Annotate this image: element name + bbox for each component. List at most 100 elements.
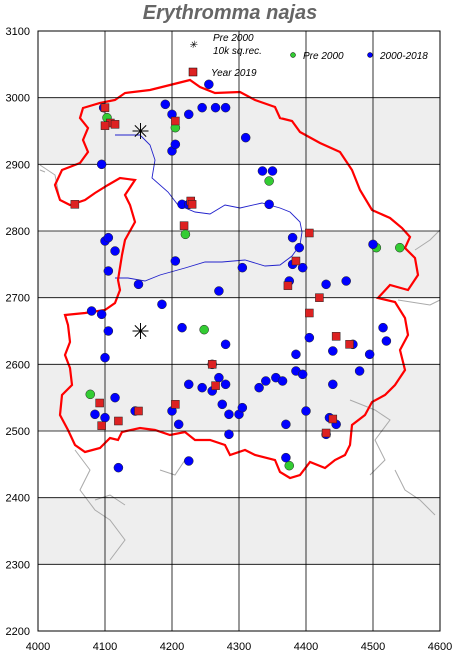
record-2000-2018-33	[341, 276, 351, 286]
record-2000-2018-67	[277, 376, 288, 386]
record-2000-2018-19	[110, 246, 120, 256]
record-2019-24	[321, 428, 331, 438]
record-2019-20	[114, 416, 123, 426]
record-2000-2018-38	[177, 322, 187, 333]
record-2000-2018-22	[287, 232, 298, 243]
record-2000-2018-50	[110, 392, 120, 403]
legend-marker-blue	[367, 52, 373, 58]
legend-marker-red	[188, 67, 198, 77]
record-2000-2018-31	[214, 286, 224, 296]
record-2000-2018-7	[96, 159, 107, 170]
map-frame	[37, 30, 441, 632]
record-2000-2018-6	[204, 79, 214, 90]
record-2000-2018-23	[294, 242, 305, 253]
record-2000-2018-30	[157, 299, 167, 310]
record-2019-22	[171, 400, 180, 409]
record-2000-2018-59	[220, 379, 231, 390]
record-2019-9	[305, 228, 314, 238]
x-tick-label: 4000	[26, 641, 50, 653]
record-2000-2018-61	[224, 409, 234, 420]
legend-label-pre2000-10k-line2: 10k sq.rec.	[213, 46, 262, 57]
record-2000-2018-32	[321, 279, 331, 290]
map-title: Erythromma najas	[142, 2, 318, 24]
record-2019-13	[305, 308, 314, 318]
record-2000-2018-1	[160, 99, 171, 110]
record-2000-2018-42	[304, 332, 315, 343]
record-2000-2018-9	[170, 139, 181, 150]
record-2000-2018-13	[267, 166, 278, 176]
record-2019-5	[70, 200, 80, 209]
record-2000-2018-39	[220, 339, 231, 350]
record-2000-2018-10	[184, 109, 194, 120]
record-2000-2018-16	[264, 199, 274, 210]
record-2019-2	[100, 121, 110, 130]
record-2000-2018-18	[103, 232, 114, 243]
legend-pre2000-10k: ✳ Pre 2000 10k sq.rec.	[189, 33, 262, 57]
record-2019-23	[328, 414, 338, 424]
legend-marker-star: ✳	[189, 40, 198, 51]
legend-label-pre2000-10k-line1: Pre 2000	[213, 33, 254, 44]
record-2019-4	[171, 116, 180, 126]
record-2000-2018-49	[100, 412, 110, 423]
x-tick-label: 4200	[160, 641, 184, 653]
record-2019-16	[207, 360, 217, 369]
region-border	[53, 78, 420, 480]
record-2000-2018-48	[90, 409, 100, 420]
record-2019-8	[179, 221, 189, 230]
y-tick-label: 2600	[6, 359, 30, 371]
legend-label-2000-2018: 2000-2018	[379, 51, 428, 62]
record-pre2000-10k-0	[132, 123, 149, 139]
record-2019-12	[315, 293, 324, 302]
record-pre2000-4	[199, 324, 209, 335]
record-2000-2018-11	[240, 132, 251, 143]
record-pre2000-6	[284, 460, 294, 471]
record-2000-2018-79	[224, 429, 234, 440]
y-tick-label: 2300	[6, 559, 30, 571]
record-points	[70, 79, 405, 473]
legend-marker-green	[290, 52, 296, 58]
record-2019-3	[110, 120, 120, 129]
river-upper	[115, 134, 303, 282]
record-2000-2018-69	[297, 369, 308, 380]
record-2019-17	[211, 381, 220, 390]
legend: ✳ Pre 2000 10k sq.rec. Pre 2000 2000-201…	[188, 33, 428, 79]
x-tick-label: 4300	[227, 641, 251, 653]
record-pre2000-5	[85, 389, 96, 400]
record-2000-2018-76	[354, 366, 365, 376]
legend-2000-2018: 2000-2018	[367, 51, 428, 62]
record-2000-2018-63	[237, 402, 248, 413]
regional-boundaries	[39, 164, 441, 561]
record-2000-2018-60	[217, 399, 227, 410]
y-tick-label: 2200	[6, 626, 30, 638]
record-2019-11	[283, 281, 293, 290]
grey-boundary-east	[349, 229, 441, 476]
record-pre2000-3	[180, 229, 191, 240]
record-2000-2018-64	[254, 382, 264, 393]
record-pre2000-2	[264, 176, 274, 186]
record-2000-2018-56	[197, 382, 207, 393]
y-tick-label: 2900	[6, 159, 30, 171]
record-2000-2018-52	[113, 462, 124, 473]
record-2019-18	[95, 398, 104, 408]
record-2000-2018-43	[328, 346, 338, 356]
record-2000-2018-36	[103, 326, 114, 336]
record-2019-10	[291, 256, 301, 266]
legend-label-pre2000: Pre 2000	[303, 51, 344, 62]
record-2000-2018-45	[364, 349, 375, 360]
record-2019-19	[97, 421, 106, 430]
record-2000-2018-77	[281, 452, 291, 463]
legend-label-year2019: Year 2019	[211, 68, 257, 79]
record-2019-7	[187, 200, 197, 209]
record-2000-2018-3	[197, 102, 207, 113]
x-tick-label: 4500	[361, 641, 385, 653]
legend-pre2000: Pre 2000	[290, 51, 344, 62]
record-2000-2018-25	[297, 262, 308, 273]
record-pre2000-7	[395, 242, 405, 253]
record-2000-2018-75	[328, 379, 338, 390]
record-2000-2018-46	[378, 322, 388, 333]
red-border-outline	[53, 78, 420, 480]
x-tick-label: 4100	[93, 641, 117, 653]
record-2000-2018-47	[381, 336, 392, 346]
y-tick-label: 3000	[6, 93, 30, 105]
